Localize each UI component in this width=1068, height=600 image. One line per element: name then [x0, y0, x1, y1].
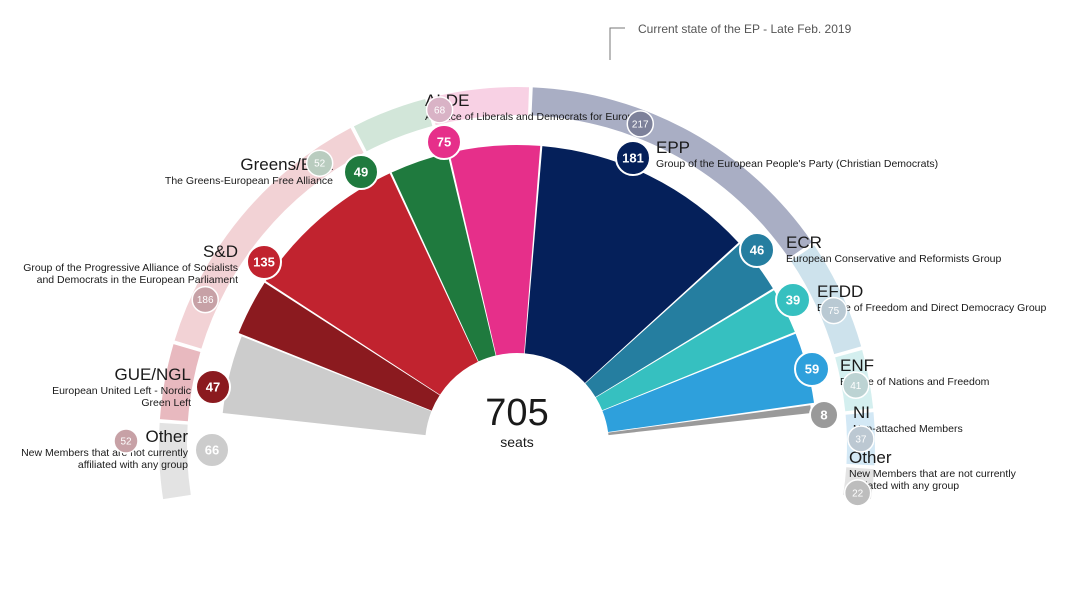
seat-value-sd: 135 — [253, 255, 275, 270]
ring-greens — [353, 98, 433, 152]
label-abbr-ecr: ECR — [786, 233, 822, 252]
seat-badge-gue — [195, 369, 231, 405]
label-full-other_l-0: New Members that are not currently — [21, 447, 189, 459]
seat-value-efdd: 39 — [786, 293, 800, 308]
total-seats-label: seats — [500, 434, 533, 450]
seat-badge-epp — [615, 140, 651, 176]
seat-wedges — [222, 145, 815, 436]
seat-badges: 186 52 68 217 75 41 37 22 52 66 47 135 49 75 181 46 39 59… — [113, 96, 875, 507]
seat-badge-sd — [246, 244, 282, 280]
ring-sd — [174, 128, 364, 349]
label-abbr-ni: NI — [853, 403, 870, 422]
current-value-epp: 217 — [632, 119, 649, 130]
label-full-sd-0: Group of the Progressive Alliance of Soc… — [23, 262, 238, 274]
wedge-other_l — [222, 336, 432, 436]
ring-gue — [159, 344, 201, 422]
wedge-efdd — [595, 290, 795, 411]
seat-value-greens: 49 — [354, 165, 368, 180]
ring-other_l — [159, 422, 191, 500]
label-abbr-enf: ENF — [840, 356, 874, 375]
current-badge-other_r — [843, 479, 872, 507]
current-value-greens: 52 — [314, 159, 326, 170]
wedge-alde — [449, 145, 541, 356]
seat-badge-greens — [343, 154, 379, 190]
current-badge-greens — [305, 149, 334, 177]
label-abbr-other_l: Other — [145, 427, 188, 446]
seat-badge-alde — [426, 124, 462, 160]
label-full-ecr-0: European Conservative and Reformists Gro… — [786, 253, 1002, 265]
current-value-other_l: 52 — [120, 437, 132, 448]
label-full-other_l-1: affiliated with any group — [78, 459, 188, 471]
ring-alde — [428, 86, 530, 126]
current-value-efdd: 41 — [850, 381, 862, 392]
annotation-bracket — [609, 27, 625, 60]
label-abbr-epp: EPP — [656, 138, 690, 157]
current-state-ring — [159, 86, 875, 500]
wedge-enf — [602, 333, 815, 433]
seat-value-other_l: 66 — [205, 443, 219, 458]
wedge-greens — [391, 153, 496, 362]
current-badge-enf — [847, 425, 875, 453]
label-full-efdd-0: Europe of Freedom and Direct Democracy G… — [817, 302, 1047, 314]
annotation-text: Current state of the EP - Late Feb. 2019 — [638, 22, 852, 36]
seat-badge-other_l — [194, 432, 230, 468]
wedge-gue — [238, 282, 440, 411]
wedge-sd — [265, 173, 478, 395]
seat-badge-efdd — [775, 282, 811, 318]
current-badge-epp — [626, 110, 655, 138]
label-full-enf-0: Europe of Nations and Freedom — [840, 376, 990, 388]
current-value-alde: 68 — [434, 105, 446, 116]
label-abbr-gue: GUE/NGL — [114, 365, 191, 384]
seat-badge-enf — [794, 351, 830, 387]
label-full-ni-0: Non-attached Members — [853, 423, 963, 435]
seat-value-enf: 59 — [805, 362, 819, 377]
label-full-other_r-0: New Members that are not currently — [849, 468, 1017, 480]
wedge-ni — [608, 405, 812, 436]
current-badge-sd — [191, 285, 219, 314]
ring-epp — [531, 87, 813, 259]
wedge-epp — [524, 146, 739, 383]
seat-value-ni: 8 — [820, 408, 827, 423]
current-value-ecr: 75 — [828, 306, 840, 317]
total-seats-number: 705 — [485, 392, 548, 434]
current-value-other_r: 22 — [852, 488, 864, 499]
current-badge-alde — [425, 96, 454, 124]
current-value-sd: 186 — [197, 295, 214, 306]
label-full-alde-0: Alliance of Liberals and Democrats for E… — [425, 111, 639, 123]
label-full-gue-0: European United Left - Nordic — [52, 385, 191, 397]
label-full-gue-1: Green Left — [141, 397, 191, 409]
seat-value-gue: 47 — [206, 380, 220, 395]
seat-badge-ni — [809, 400, 839, 430]
label-full-greens-0: The Greens-European Free Alliance — [165, 175, 333, 187]
seat-value-alde: 75 — [437, 135, 451, 150]
label-abbr-other_r: Other — [849, 448, 892, 467]
current-value-enf: 37 — [855, 434, 867, 445]
current-badge-other_l — [113, 428, 139, 454]
seat-badge-ecr — [739, 232, 775, 268]
seat-value-ecr: 46 — [750, 243, 764, 258]
label-full-epp-0: Group of the European People's Party (Ch… — [656, 158, 938, 170]
current-badge-ecr — [819, 296, 848, 325]
seat-value-epp: 181 — [622, 151, 644, 166]
label-abbr-sd: S&D — [203, 242, 238, 261]
center-hole — [430, 358, 604, 532]
current-badge-efdd — [842, 371, 870, 400]
label-abbr-efdd: EFDD — [817, 282, 863, 301]
label-full-sd-1: and Democrats in the European Parliament — [37, 274, 238, 286]
wedge-ecr — [585, 244, 773, 397]
label-full-other_r-1: affiliated with any group — [849, 480, 959, 492]
